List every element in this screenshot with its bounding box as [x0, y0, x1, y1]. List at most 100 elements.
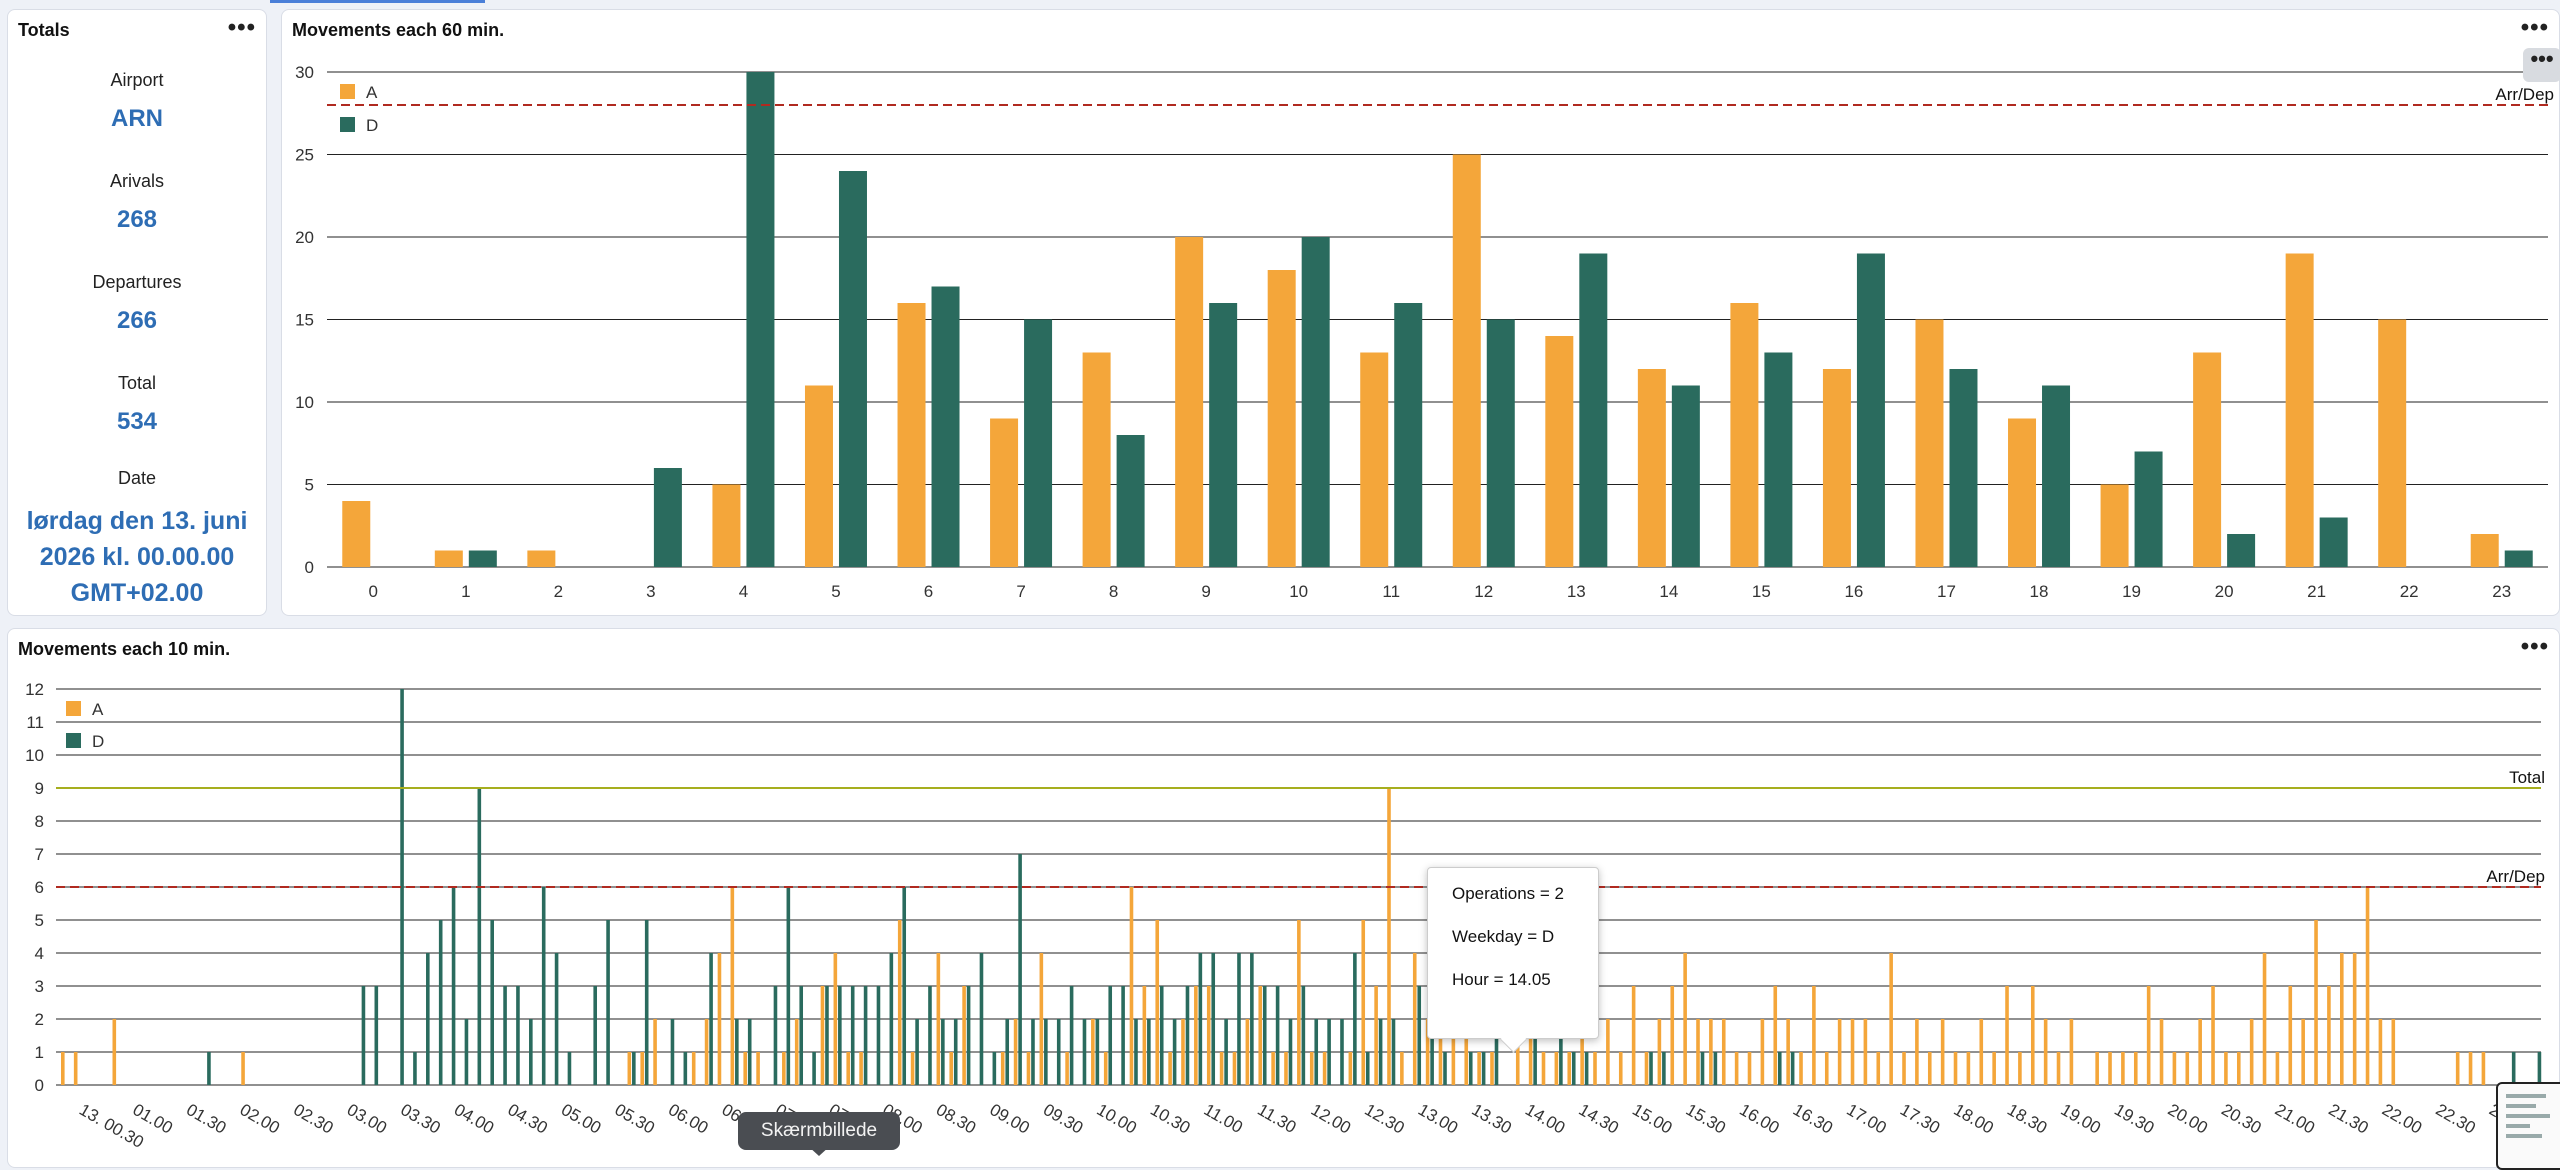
- tenmin-menu-button[interactable]: •••: [2520, 633, 2549, 660]
- bar-D: [503, 986, 507, 1085]
- bar-D: [1949, 369, 1978, 567]
- totals-menu-button[interactable]: •••: [227, 14, 256, 41]
- x-tick-label: 22: [2400, 582, 2419, 601]
- bar-A: [1245, 1019, 1250, 1085]
- bar-D: [593, 986, 598, 1085]
- bar-D: [747, 1019, 752, 1085]
- bar-A: [1915, 319, 1944, 567]
- bar-D: [1417, 986, 1422, 1085]
- x-tick-label: 17: [1937, 582, 1956, 601]
- hourly-menu-button[interactable]: •••: [2520, 14, 2549, 41]
- screenshot-thumbnail[interactable]: [2496, 1082, 2560, 1170]
- chart-context-menu-icon[interactable]: •••: [2523, 48, 2560, 82]
- bar-D: [979, 953, 984, 1085]
- screenshot-label: Skærmbillede: [738, 1112, 900, 1150]
- legend-swatch-D: [340, 117, 355, 132]
- x-tick-label: 16.30: [1790, 1100, 1836, 1138]
- bar-D: [966, 986, 971, 1085]
- hourly-title: Movements each 60 min.: [292, 20, 505, 40]
- bar-A: [1606, 1019, 1610, 1085]
- bar-D: [606, 920, 610, 1085]
- bar-A: [2327, 986, 2331, 1085]
- bar-A: [2185, 1052, 2190, 1085]
- x-tick-label: 12.00: [1308, 1100, 1354, 1138]
- departures-value: 266: [116, 307, 158, 334]
- y-tick-label: 15: [295, 311, 314, 330]
- date-value: lørdag den 13. juni 2026 kl. 00.00.00 GM…: [26, 507, 248, 607]
- x-tick-label: 9: [1201, 582, 1210, 601]
- bar-A: [833, 953, 838, 1085]
- bar-A: [2365, 887, 2370, 1085]
- bar-A: [859, 1052, 863, 1085]
- x-tick-label: 23: [2492, 582, 2511, 601]
- bar-D: [2227, 534, 2256, 567]
- bar-D: [1301, 986, 1306, 1085]
- x-tick-label: 16.00: [1736, 1100, 1782, 1138]
- x-tick-label: 20.00: [2165, 1100, 2211, 1138]
- bar-D: [1365, 1052, 1370, 1085]
- bar-D: [1198, 953, 1203, 1085]
- bar-D: [1671, 385, 1700, 567]
- bar-A: [2211, 986, 2215, 1085]
- bar-D: [1224, 1019, 1228, 1085]
- bar-D: [464, 1019, 469, 1085]
- x-tick-label: 05.00: [558, 1100, 604, 1138]
- x-tick-label: 04.00: [451, 1100, 497, 1138]
- bar-A: [653, 1019, 657, 1085]
- x-tick-label: 01.30: [183, 1100, 229, 1138]
- bar-A: [691, 1052, 696, 1085]
- bar-D: [889, 953, 894, 1085]
- bar-D: [735, 1019, 739, 1085]
- bar-D: [1481, 1052, 1486, 1085]
- bar-D: [2537, 1052, 2542, 1085]
- bar-A: [2095, 1052, 2099, 1085]
- bar-A: [1927, 1052, 1932, 1085]
- bar-D: [1250, 953, 1254, 1085]
- bar-A: [1593, 1052, 1597, 1085]
- bar-A: [1683, 953, 1687, 1085]
- screenshot-label-arrow: [808, 1146, 830, 1156]
- bar-A: [1039, 953, 1044, 1085]
- bar-A: [2193, 352, 2222, 567]
- bar-A: [1876, 1052, 1881, 1085]
- x-tick-label: 05.30: [612, 1100, 658, 1138]
- departures-label: Departures: [92, 272, 182, 292]
- bar-A: [1824, 1052, 1829, 1085]
- y-tick-label: 25: [295, 146, 314, 165]
- bar-D: [1147, 1019, 1151, 1085]
- bar-A: [1232, 1052, 1237, 1085]
- bar-D: [1649, 1052, 1653, 1085]
- bar-A: [794, 1019, 799, 1085]
- bar-D: [1237, 953, 1241, 1085]
- bar-A: [1709, 1019, 1713, 1085]
- bar-A: [730, 887, 735, 1085]
- x-tick-label: 16: [1844, 582, 1863, 601]
- x-tick-label: 09.00: [986, 1100, 1032, 1138]
- x-tick-label: 0: [369, 582, 378, 601]
- x-tick-label: 14: [1659, 582, 1678, 601]
- tooltip-operations: Operations = 2: [1452, 884, 1564, 903]
- bar-A: [743, 1052, 748, 1085]
- x-tick-label: 6: [924, 582, 933, 601]
- bar-D: [1494, 1019, 1499, 1085]
- bar-D: [838, 171, 867, 567]
- x-tick-label: 4: [739, 582, 748, 601]
- bar-D: [1353, 953, 1357, 1085]
- bar-D: [451, 887, 456, 1085]
- bar-A: [434, 550, 463, 567]
- bar-D: [709, 953, 713, 1085]
- bar-A: [1451, 1019, 1456, 1085]
- x-tick-label: 14.30: [1576, 1100, 1622, 1138]
- arrivals-value: 268: [116, 206, 158, 233]
- bar-D: [1777, 1052, 1782, 1085]
- bar-D: [1262, 986, 1267, 1085]
- bar-A: [2249, 1019, 2254, 1085]
- x-tick-label: 08.30: [933, 1100, 979, 1138]
- active-tab-indicator: [270, 0, 485, 3]
- bar-D: [1340, 1019, 1344, 1085]
- bar-A: [949, 1052, 954, 1085]
- bar-A: [1889, 953, 1893, 1085]
- bar-D: [1024, 319, 1053, 567]
- bar-D: [812, 1052, 816, 1085]
- bar-D: [670, 1019, 675, 1085]
